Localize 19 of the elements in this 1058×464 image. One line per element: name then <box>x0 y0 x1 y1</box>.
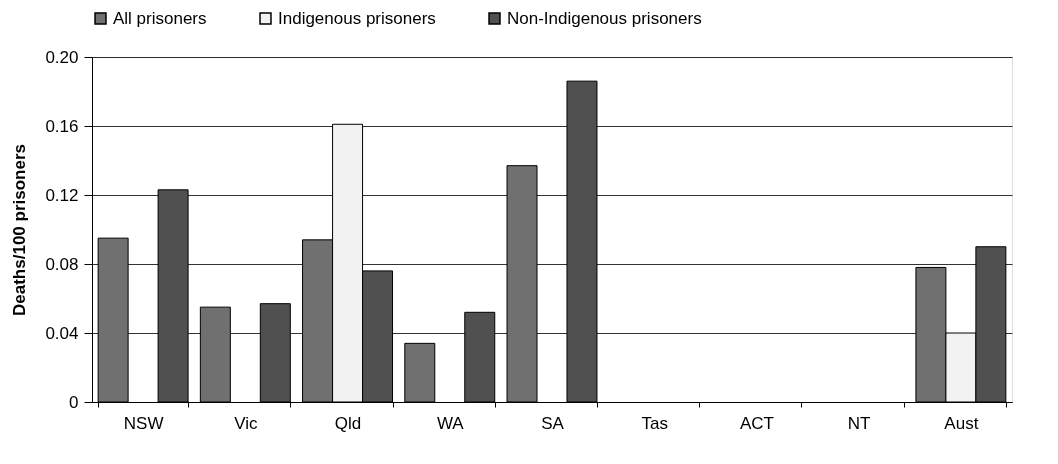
y-tick-label: 0.04 <box>45 323 79 343</box>
y-tick-label: 0.20 <box>45 47 79 67</box>
y-tick-label: 0.12 <box>45 185 79 205</box>
x-tick-label: NSW <box>123 413 164 433</box>
x-tick-label: WA <box>436 413 465 433</box>
y-axis-title: Deaths/100 prisoners <box>10 144 30 316</box>
legend-label: Non-Indigenous prisoners <box>507 8 702 28</box>
y-tick-label: 0.16 <box>45 116 79 136</box>
x-tick-label: Vic <box>234 413 258 433</box>
x-tick-label: SA <box>541 413 565 433</box>
x-tick-label: Qld <box>334 413 362 433</box>
legend-label: Indigenous prisoners <box>278 8 436 28</box>
legend-label: All prisoners <box>113 8 207 28</box>
y-tick-label: 0.08 <box>45 254 79 274</box>
x-tick-label: NT <box>847 413 871 433</box>
y-tick-label: 0 <box>69 392 79 412</box>
x-tick-label: Aust <box>944 413 979 433</box>
x-tick-label: Tas <box>641 413 668 433</box>
x-tick-label: ACT <box>739 413 774 433</box>
